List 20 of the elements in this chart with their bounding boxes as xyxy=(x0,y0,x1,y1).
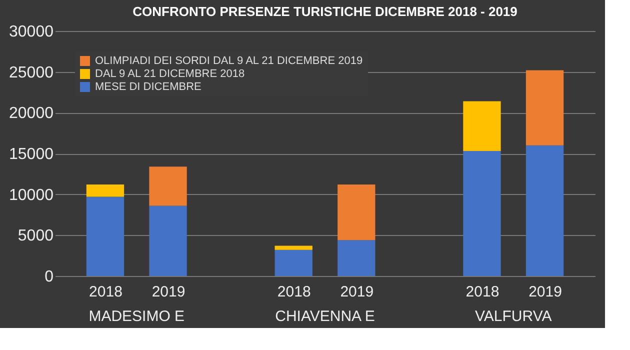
text: CHIAVENNA E xyxy=(275,308,375,325)
y-tick-label: 30000 xyxy=(9,24,54,40)
x-tick-label: 2019 xyxy=(340,284,374,300)
chart-title: CONFRONTO PRESENZE TURISTICHE DICEMBRE 2018 - 2019 xyxy=(132,4,518,19)
legend-label: MESE DI DICEMBRE xyxy=(95,81,202,93)
y-tick-label: 15000 xyxy=(9,146,54,163)
x-tick-label: 2019 xyxy=(152,284,186,300)
y-tick-label: 25000 xyxy=(9,64,54,82)
y-tick-label: 0 xyxy=(44,268,54,286)
x-tick-label: 2018 xyxy=(89,284,122,300)
x-tick-label: 2018 xyxy=(277,284,311,300)
text: MADESIMO E xyxy=(88,308,185,325)
x-tick-label: 2018 xyxy=(466,284,500,300)
x-tick-label: 2019 xyxy=(528,284,562,300)
y-tick-label: 10000 xyxy=(9,186,54,204)
legend-label: DAL 9 AL 21 DICEMBRE 2018 xyxy=(95,68,245,80)
text: VALFURVA xyxy=(475,308,552,325)
y-tick-label: 20000 xyxy=(9,105,54,122)
y-tick-label: 5000 xyxy=(18,228,54,245)
legend-label: OLIMPIADI DEI SORDI DAL 9 AL 21 DICEMBRE 2019 xyxy=(95,55,363,67)
